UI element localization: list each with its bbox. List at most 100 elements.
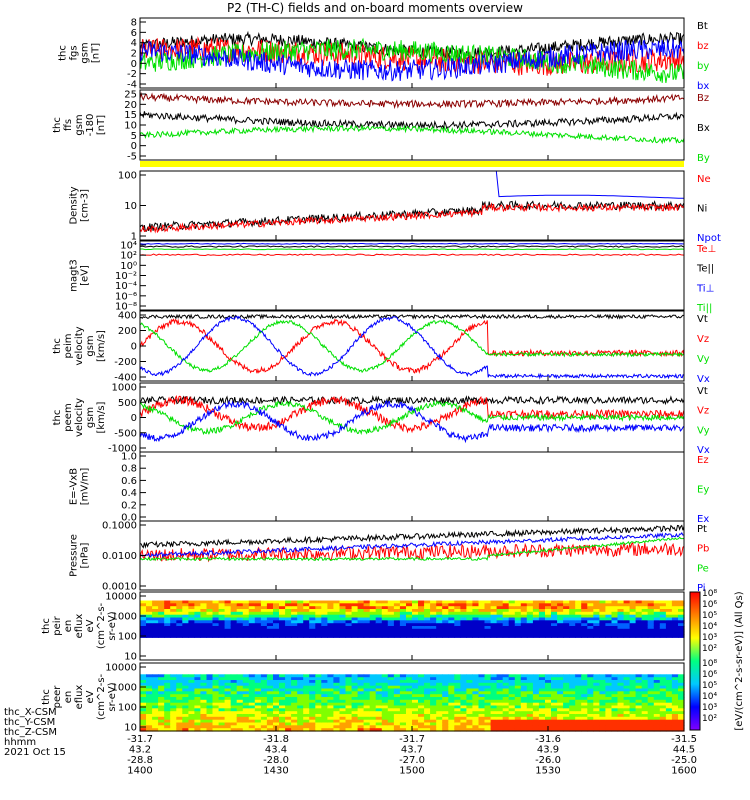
spectrogram-cell bbox=[569, 716, 576, 721]
spectrogram-cell bbox=[605, 611, 612, 616]
spectrogram-cell bbox=[406, 634, 413, 638]
spectrogram-cell bbox=[363, 609, 371, 613]
spectrogram-cell bbox=[514, 685, 522, 690]
spectrogram-cell bbox=[140, 626, 147, 630]
spectrogram-cell bbox=[297, 722, 304, 726]
legend-entry: bx bbox=[697, 81, 709, 92]
legend-entry: Ni bbox=[697, 204, 707, 215]
spectrogram-cell bbox=[182, 714, 189, 718]
spectrogram-cell bbox=[152, 708, 159, 712]
spectrogram-cell bbox=[363, 691, 371, 695]
spectrogram-cell bbox=[647, 634, 655, 638]
spectrogram-cell bbox=[514, 688, 522, 692]
spectrogram-cell bbox=[599, 680, 606, 684]
spectrogram-cell bbox=[593, 628, 600, 633]
spectrogram-cell bbox=[158, 694, 165, 698]
spectrogram-cell bbox=[557, 725, 564, 729]
spectrogram-cell bbox=[581, 702, 588, 707]
spectrogram-cell bbox=[285, 609, 292, 613]
spectrogram-cell bbox=[538, 702, 546, 707]
spectrogram-cell bbox=[538, 697, 546, 701]
spectrogram-cell bbox=[605, 682, 612, 687]
spectrogram-cell bbox=[158, 628, 165, 633]
spectrogram-cell bbox=[593, 685, 600, 690]
legend-entry: Vy bbox=[697, 425, 710, 436]
spectrogram-cell bbox=[333, 691, 340, 695]
spectrogram-cell bbox=[466, 688, 473, 692]
spectrogram-cell bbox=[532, 714, 540, 718]
spectrogram-cell bbox=[581, 716, 588, 721]
spectrogram-cell bbox=[545, 716, 552, 721]
spectrogram-cell bbox=[520, 620, 528, 624]
spectrogram-cell bbox=[514, 714, 522, 718]
spectrogram-cell bbox=[611, 697, 619, 701]
spectrogram-cell bbox=[297, 634, 304, 638]
spectrogram-cell bbox=[466, 631, 473, 636]
series-ti-par bbox=[140, 248, 685, 251]
spectrogram-cell bbox=[430, 677, 437, 681]
spectrogram-cell bbox=[514, 728, 522, 732]
spectrogram-cell bbox=[605, 711, 612, 715]
spectrogram-cell bbox=[200, 614, 207, 619]
spectrogram-cell bbox=[254, 685, 262, 690]
spectrogram-cell bbox=[617, 628, 625, 633]
spectrogram-cell bbox=[188, 628, 195, 633]
spectrogram-cell bbox=[466, 691, 473, 695]
y-axis-label: thc bbox=[52, 117, 63, 133]
spectrogram-cell bbox=[152, 614, 159, 619]
spectrogram-cell bbox=[248, 699, 256, 704]
spectrogram-cell bbox=[520, 674, 528, 678]
spectrogram-cell bbox=[206, 716, 214, 721]
spectrogram-cell bbox=[279, 614, 286, 619]
spectrogram-cell bbox=[164, 697, 171, 701]
spectrogram-cell bbox=[176, 716, 183, 721]
spectrogram-cell bbox=[188, 728, 195, 732]
spectrogram-cell bbox=[442, 685, 449, 690]
spectrogram-cell bbox=[502, 631, 510, 636]
spectrogram-cell bbox=[236, 694, 244, 698]
spectrogram-cell bbox=[460, 628, 467, 633]
spectrogram-cell bbox=[182, 682, 189, 687]
spectrogram-cell bbox=[466, 694, 473, 698]
spectrogram-cell bbox=[333, 702, 340, 707]
spectrogram-cell bbox=[472, 609, 479, 613]
spectrogram-cell bbox=[381, 728, 389, 732]
spectrogram-cell bbox=[236, 631, 244, 636]
spectrogram-cell bbox=[285, 708, 292, 712]
spectrogram-cell bbox=[569, 674, 576, 678]
spectrogram-cell bbox=[659, 634, 667, 638]
spectrogram-cell bbox=[508, 728, 516, 732]
spectrogram-cell bbox=[399, 688, 407, 692]
spectrogram-cell bbox=[176, 685, 183, 690]
spectrogram-cell bbox=[254, 702, 262, 707]
spectrogram-cell bbox=[647, 708, 655, 712]
spectrogram-cell bbox=[357, 614, 365, 619]
spectrogram-cell bbox=[140, 609, 147, 613]
spectrogram-cell bbox=[593, 617, 600, 621]
spectrogram-cell bbox=[266, 677, 274, 681]
spectrogram-cell bbox=[387, 611, 395, 616]
spectrogram-cell bbox=[236, 677, 244, 681]
spectrogram-cell bbox=[188, 603, 195, 607]
spectrogram-cell bbox=[254, 711, 262, 715]
spectrogram-cell bbox=[224, 699, 232, 704]
spectrogram-cell bbox=[478, 677, 486, 681]
spectrogram-cell bbox=[170, 697, 177, 701]
colorbar-tick-label: 10⁵ bbox=[702, 681, 717, 691]
spectrogram-cell bbox=[345, 623, 353, 627]
series-peim-vx bbox=[139, 315, 684, 380]
spectrogram-cell bbox=[496, 702, 504, 707]
spectrogram-cell bbox=[351, 606, 359, 610]
spectrogram-cell bbox=[381, 626, 389, 630]
spectrogram-cell bbox=[266, 714, 274, 718]
spectrogram-cell bbox=[406, 628, 413, 633]
spectrogram-cell bbox=[599, 626, 606, 630]
spectrogram-cell bbox=[393, 714, 401, 718]
spectrogram-cell bbox=[478, 714, 486, 718]
spectrogram-cell bbox=[448, 691, 455, 695]
spectrogram-cell bbox=[678, 685, 685, 690]
spectrogram-cell bbox=[158, 716, 165, 721]
spectrogram-cell bbox=[273, 691, 280, 695]
x-axis-value: -31.8 bbox=[263, 734, 289, 745]
spectrogram-cell bbox=[448, 697, 455, 701]
